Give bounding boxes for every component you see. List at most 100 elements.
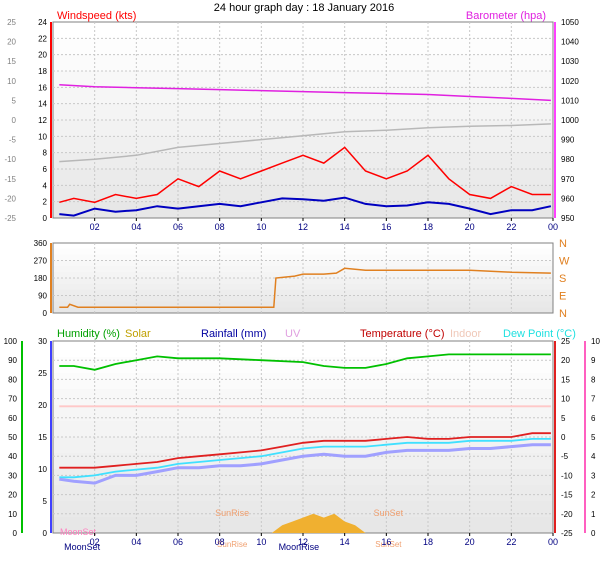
panel-label: Humidity (%) xyxy=(57,328,120,340)
uv-tick: 9 xyxy=(591,356,596,365)
temperature-tick: 10 xyxy=(561,395,570,404)
barometer-tick: 1040 xyxy=(561,38,579,47)
barometer-tick: 1010 xyxy=(561,96,579,105)
moonrise-annotation: MoonRise xyxy=(279,542,320,552)
compass-label: N xyxy=(559,238,567,250)
windspeed-tick: 12 xyxy=(38,116,47,125)
uv-tick: 0 xyxy=(591,529,596,538)
panel-label: Temperature (°C) xyxy=(360,328,444,340)
direction-tick: 360 xyxy=(34,239,48,248)
temperature-tick: 15 xyxy=(561,375,570,384)
uv-tick: 4 xyxy=(591,452,596,461)
dewpoint-series xyxy=(59,438,551,479)
barometer-tick: 1000 xyxy=(561,116,579,125)
windspeed-tick: 22 xyxy=(38,34,47,43)
direction_grey-series xyxy=(59,123,551,163)
windspeed-axis-title: Windspeed (kts) xyxy=(57,10,136,22)
windspeed-tick: 6 xyxy=(43,165,48,174)
x-tick-label: 20 xyxy=(465,537,475,547)
moonset-annotation-upper: MoonSet xyxy=(60,527,97,537)
panel-label: Solar xyxy=(125,328,151,340)
rainfall-tick: 15 xyxy=(38,433,47,442)
graph-title: 24 hour graph day : 18 January 2016 xyxy=(214,2,394,14)
x-tick-label: 18 xyxy=(423,537,433,547)
barometer-axis-title: Barometer (hpa) xyxy=(466,10,546,22)
x-tick-label: 10 xyxy=(256,537,266,547)
windspeed-tick: 24 xyxy=(38,18,47,27)
temperature-tick: 25 xyxy=(561,337,570,346)
uv-tick: 7 xyxy=(591,395,596,404)
temperature-tick: 0 xyxy=(561,433,566,442)
x-tick-label: 08 xyxy=(215,537,225,547)
rainfall-tick: 30 xyxy=(38,337,47,346)
humidity-tick: 0 xyxy=(13,529,18,538)
far-left-tick: 0 xyxy=(12,116,17,125)
rainfall-tick: 20 xyxy=(38,401,47,410)
barometer-tick: 1050 xyxy=(561,18,579,27)
uv-tick: 2 xyxy=(591,491,596,500)
compass-label: W xyxy=(559,256,570,268)
humidity-tick: 90 xyxy=(8,356,17,365)
sunrise-marker: SunRise xyxy=(217,540,248,549)
x-tick-label: 02 xyxy=(90,222,100,232)
x-tick-label: 22 xyxy=(506,222,516,232)
far-left-tick: 5 xyxy=(12,96,17,105)
panel-label: Dew Point (°C) xyxy=(503,328,576,340)
wind-series xyxy=(59,196,552,217)
uv-tick: 10 xyxy=(591,337,600,346)
direction-tick: 270 xyxy=(34,257,48,266)
temperature-tick: 20 xyxy=(561,356,570,365)
sunset-marker: SunSet xyxy=(375,540,402,549)
rainfall-tick: 25 xyxy=(38,369,47,378)
x-tick-label: 00 xyxy=(548,222,558,232)
far-left-tick: -15 xyxy=(4,175,16,184)
direction-tick: 180 xyxy=(34,274,48,283)
x-tick-label: 18 xyxy=(423,222,433,232)
humidity-tick: 10 xyxy=(8,510,17,519)
x-tick-label: 08 xyxy=(215,222,225,232)
barometer-tick: 950 xyxy=(561,214,575,223)
temperature-tick: -15 xyxy=(561,491,573,500)
sunrise-annotation: SunRise xyxy=(215,508,249,518)
humidity-series xyxy=(59,353,551,371)
x-tick-label: 12 xyxy=(298,222,308,232)
windspeed-tick: 10 xyxy=(38,132,47,141)
humidity-tick: 30 xyxy=(8,471,17,480)
temperature-tick: -5 xyxy=(561,452,569,461)
humidity-tick: 50 xyxy=(8,433,17,442)
windspeed-tick: 4 xyxy=(43,181,48,190)
windspeed-tick: 20 xyxy=(38,51,47,60)
far-left-tick: -10 xyxy=(4,155,16,164)
x-tick-label: 14 xyxy=(340,222,350,232)
far-left-tick: -25 xyxy=(4,214,16,223)
panel-label: Indoor xyxy=(450,328,482,340)
windspeed-tick: 14 xyxy=(38,100,47,109)
far-left-tick: -5 xyxy=(9,136,17,145)
barometer-series xyxy=(59,83,551,102)
x-tick-label: 10 xyxy=(256,222,266,232)
temperature-tick: -25 xyxy=(561,529,573,538)
barometer-tick: 1030 xyxy=(561,57,579,66)
panel-label: Rainfall (mm) xyxy=(201,328,266,340)
windspeed-tick: 8 xyxy=(43,149,48,158)
x-tick-label: 16 xyxy=(381,222,391,232)
x-tick-label: 12 xyxy=(298,537,308,547)
temperature-series xyxy=(59,432,551,469)
x-tick-label: 06 xyxy=(173,537,183,547)
compass-label: S xyxy=(559,273,566,285)
compass-label: E xyxy=(559,291,566,303)
x-tick-label: 04 xyxy=(131,537,141,547)
uv-tick: 3 xyxy=(591,471,596,480)
far-left-tick: 15 xyxy=(7,57,16,66)
solar-area xyxy=(271,513,366,533)
humidity-tick: 100 xyxy=(4,337,18,346)
direction-series xyxy=(59,267,551,308)
x-tick-label: 06 xyxy=(173,222,183,232)
rainfall-tick: 5 xyxy=(43,497,48,506)
barometer-tick: 980 xyxy=(561,155,575,164)
barometer-tick: 970 xyxy=(561,175,575,184)
direction-tick: 0 xyxy=(43,309,48,318)
uv-tick: 5 xyxy=(591,433,596,442)
x-tick-label: 16 xyxy=(381,537,391,547)
temperature-tick: -20 xyxy=(561,510,573,519)
